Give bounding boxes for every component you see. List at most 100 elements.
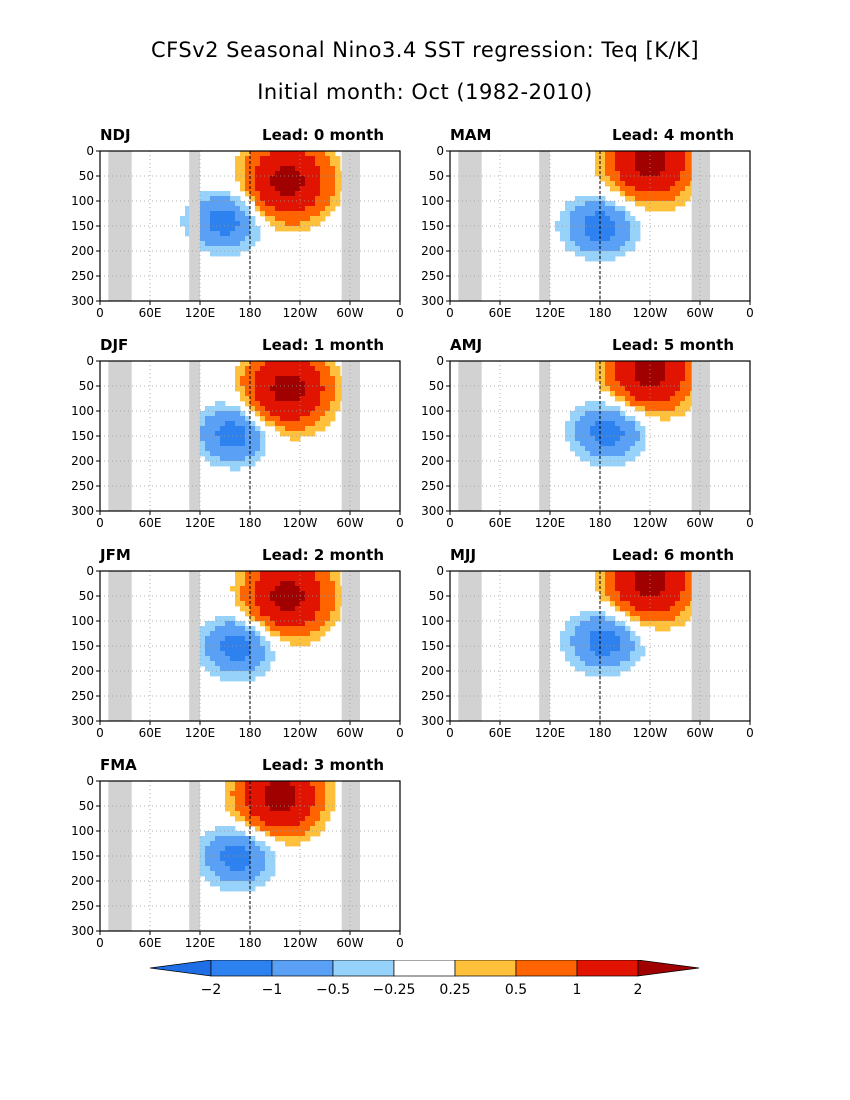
contour-cell xyxy=(225,876,231,882)
contour-cell xyxy=(300,576,306,582)
contour-cell xyxy=(610,221,616,227)
contour-cell xyxy=(235,881,241,887)
contour-cell xyxy=(295,166,301,172)
contour-cell xyxy=(570,211,576,217)
contour-cell xyxy=(290,631,296,637)
contour-cell xyxy=(205,841,211,847)
contour-cell xyxy=(265,416,271,422)
contour-cell xyxy=(615,601,621,607)
contour-cell xyxy=(285,821,291,827)
contour-cell xyxy=(285,216,291,222)
contour-cell xyxy=(230,216,236,222)
contour-cell xyxy=(210,436,216,442)
contour-cell xyxy=(610,166,616,172)
contour-cell xyxy=(300,361,306,367)
contour-cell xyxy=(230,801,236,807)
contour-cell xyxy=(315,156,321,162)
contour-cell xyxy=(230,201,236,207)
contour-cell xyxy=(605,386,611,392)
contour-cell xyxy=(200,226,206,232)
contour-cell xyxy=(640,601,646,607)
contour-cell xyxy=(255,651,261,657)
contour-cell xyxy=(210,646,216,652)
contour-cell xyxy=(590,206,596,212)
contour-cell xyxy=(315,396,321,402)
contour-cell xyxy=(660,171,666,177)
contour-cell xyxy=(635,616,641,622)
contour-cell xyxy=(210,231,216,237)
y-tick-label: 200 xyxy=(421,244,444,258)
x-tick-label: 120E xyxy=(185,726,216,740)
contour-cell xyxy=(315,816,321,822)
contour-cell xyxy=(585,656,591,662)
contour-cell xyxy=(230,781,236,787)
contour-cell xyxy=(205,636,211,642)
contour-cell xyxy=(625,601,631,607)
contour-cell xyxy=(320,816,326,822)
contour-cell xyxy=(265,196,271,202)
contour-cell xyxy=(305,586,311,592)
contour-cell xyxy=(240,671,246,677)
contour-cell xyxy=(270,601,276,607)
contour-cell xyxy=(320,381,326,387)
contour-cell xyxy=(315,796,321,802)
contour-cell xyxy=(240,676,246,682)
contour-cell xyxy=(565,426,571,432)
y-tick-label: 100 xyxy=(71,824,94,838)
contour-cell xyxy=(205,656,211,662)
contour-cell xyxy=(265,651,271,657)
contour-cell xyxy=(310,786,316,792)
contour-cell xyxy=(615,426,621,432)
contour-cell xyxy=(595,621,601,627)
contour-cell xyxy=(270,631,276,637)
contour-cell xyxy=(645,571,651,577)
contour-cell xyxy=(215,661,221,667)
contour-cell xyxy=(565,631,571,637)
colorbar-box xyxy=(576,959,639,977)
contour-cell xyxy=(615,631,621,637)
contour-cell xyxy=(215,236,221,242)
contour-cell xyxy=(630,646,636,652)
contour-cell xyxy=(310,416,316,422)
contour-cell xyxy=(260,796,266,802)
contour-cell xyxy=(250,461,256,467)
contour-cell xyxy=(580,451,586,457)
contour-cell xyxy=(325,586,331,592)
contour-cell xyxy=(265,156,271,162)
contour-cell xyxy=(650,596,656,602)
contour-cell xyxy=(625,181,631,187)
contour-cell xyxy=(330,586,336,592)
contour-cell xyxy=(260,451,266,457)
contour-cell xyxy=(325,581,331,587)
contour-cell xyxy=(330,206,336,212)
contour-cell xyxy=(200,421,206,427)
contour-cell xyxy=(285,591,291,597)
contour-cell xyxy=(270,396,276,402)
contour-cell xyxy=(255,666,261,672)
contour-cell xyxy=(290,386,296,392)
contour-cell xyxy=(200,861,206,867)
contour-cell xyxy=(655,406,661,412)
contour-cell xyxy=(280,796,286,802)
contour-cell xyxy=(675,586,681,592)
contour-cell xyxy=(265,406,271,412)
contour-cell xyxy=(240,386,246,392)
contour-cell xyxy=(230,431,236,437)
contour-cell xyxy=(240,436,246,442)
contour-cell xyxy=(225,626,231,632)
contour-cell xyxy=(265,401,271,407)
contour-cell xyxy=(280,801,286,807)
contour-cell xyxy=(245,626,251,632)
contour-cell xyxy=(645,151,651,157)
contour-cell xyxy=(240,371,246,377)
contour-cell xyxy=(245,811,251,817)
contour-cell xyxy=(325,381,331,387)
contour-cell xyxy=(280,161,286,167)
contour-cell xyxy=(580,621,586,627)
contour-cell xyxy=(230,586,236,592)
contour-cell xyxy=(665,151,671,157)
contour-cell xyxy=(290,371,296,377)
contour-cell xyxy=(660,621,666,627)
contour-cell xyxy=(600,576,606,582)
contour-cell xyxy=(310,206,316,212)
